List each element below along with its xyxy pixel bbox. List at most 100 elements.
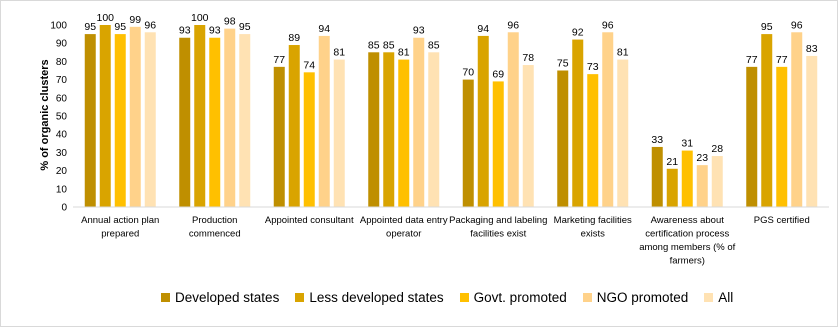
- bar: [383, 52, 395, 207]
- bar: [492, 81, 504, 207]
- legend-swatch: [161, 293, 170, 302]
- y-tick-label: 100: [50, 21, 67, 32]
- data-label: 98: [224, 16, 236, 28]
- data-label: 74: [303, 59, 315, 71]
- data-label: 85: [428, 39, 440, 51]
- legend-swatch: [459, 293, 469, 302]
- data-label: 85: [368, 39, 380, 51]
- data-label: 96: [507, 19, 519, 31]
- data-label: 21: [666, 156, 678, 168]
- category-label: Appointed data entry operator: [360, 215, 448, 240]
- bar: [681, 150, 693, 207]
- bar: [522, 65, 534, 207]
- data-label: 95: [114, 21, 126, 33]
- data-label: 33: [651, 134, 663, 146]
- data-label: 94: [318, 23, 330, 35]
- category-label-line: Awareness about: [651, 215, 725, 226]
- legend-item: Developed states: [161, 290, 279, 305]
- legend-item: Less developed states: [295, 290, 444, 305]
- data-label: 78: [522, 52, 534, 64]
- category-label-line: Packaging and labeling: [449, 215, 547, 226]
- y-axis-label: % of organic clusters: [39, 59, 51, 170]
- data-label: 95: [761, 21, 773, 33]
- data-label: 81: [333, 47, 345, 59]
- legend-item: NGO promoted: [582, 290, 689, 305]
- bar: [303, 72, 315, 207]
- bar: [179, 37, 191, 207]
- bar: [413, 37, 425, 207]
- category-label-line: Marketing facilities: [554, 215, 632, 226]
- y-tick-label: 10: [56, 184, 68, 195]
- bar: [572, 39, 584, 208]
- category-label: Packaging and labeling facilities exist: [449, 215, 547, 240]
- data-label: 96: [791, 19, 803, 31]
- category-label-line: Appointed data entry: [360, 215, 448, 226]
- legend-swatch: [582, 293, 592, 302]
- y-tick-label: 40: [56, 130, 68, 141]
- bar: [791, 32, 803, 207]
- bar: [428, 52, 440, 207]
- category-label-line: exists: [581, 229, 606, 240]
- category-label-line: operator: [386, 229, 421, 240]
- bar: [84, 34, 96, 207]
- bar: [761, 34, 773, 207]
- y-tick-label: 90: [56, 39, 68, 50]
- category-label-line: prepared: [101, 229, 139, 240]
- legend-label: Developed states: [175, 290, 280, 305]
- bar: [194, 25, 206, 207]
- category-label-line: Production: [192, 215, 237, 226]
- data-label: 77: [776, 54, 788, 66]
- bar: [288, 45, 300, 207]
- data-label: 70: [462, 67, 474, 79]
- y-tick-label: 20: [56, 166, 68, 177]
- bar: [602, 32, 614, 207]
- category-label: Marketing facilities exists: [554, 215, 632, 240]
- data-label: 85: [383, 39, 395, 51]
- bar: [477, 35, 489, 207]
- data-label: 73: [587, 61, 599, 73]
- data-label: 75: [557, 58, 569, 70]
- data-label: 99: [129, 14, 141, 26]
- category-label-line: commenced: [189, 229, 241, 240]
- data-label: 100: [191, 12, 209, 24]
- data-label: 81: [617, 47, 629, 59]
- bar: [273, 66, 285, 207]
- bar: [806, 55, 818, 207]
- bar: [129, 26, 141, 207]
- legend-label: Govt. promoted: [473, 290, 567, 305]
- category-label-line: Annual action plan: [81, 215, 159, 226]
- data-label: 93: [179, 25, 191, 37]
- data-label: 89: [288, 32, 300, 44]
- legend-label: All: [718, 290, 734, 305]
- data-label: 100: [96, 12, 114, 24]
- bar: [398, 59, 410, 207]
- category-label: Awareness about certification process amon…: [639, 215, 735, 267]
- data-label: 83: [806, 43, 818, 55]
- data-label: 94: [477, 23, 489, 35]
- bar: [507, 32, 519, 207]
- y-tick-label: 60: [56, 93, 68, 104]
- bar: [617, 59, 629, 207]
- data-label: 95: [239, 21, 251, 33]
- bar: [114, 34, 126, 207]
- category-label: PGS certified: [754, 215, 810, 226]
- data-label: 96: [602, 19, 614, 31]
- y-tick-label: 70: [56, 75, 68, 86]
- y-tick-label: 80: [56, 57, 68, 68]
- category-label: Appointed consultant: [265, 215, 354, 226]
- category-label-line: certification process: [645, 229, 729, 240]
- data-label: 92: [572, 27, 584, 39]
- y-tick-label: 0: [61, 203, 67, 214]
- data-label: 95: [84, 21, 96, 33]
- bar: [368, 52, 380, 207]
- data-label: 96: [144, 19, 156, 31]
- bar: [651, 146, 663, 207]
- bar-chart: % of organic clusters 0 10 20 30 40 50 60 70 80 9…: [39, 12, 829, 267]
- category-label: Production commenced: [189, 215, 241, 240]
- data-label: 69: [492, 68, 504, 80]
- data-label: 93: [413, 25, 425, 37]
- data-label: 31: [681, 138, 693, 150]
- legend-label: NGO promoted: [596, 290, 689, 305]
